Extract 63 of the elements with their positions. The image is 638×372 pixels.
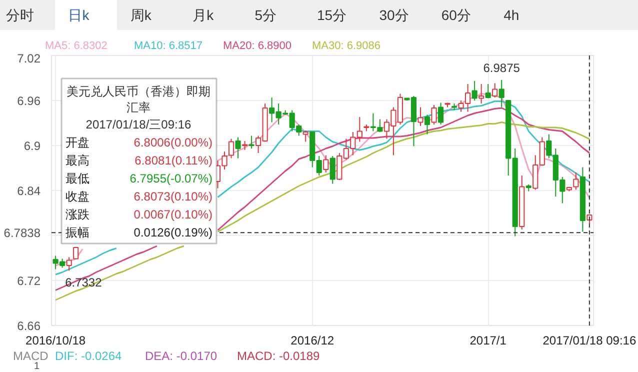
y-tick-label: 6.72 xyxy=(17,274,41,288)
annotation: 2017/01/18/三09:16 xyxy=(86,118,192,132)
candlestick xyxy=(431,104,437,125)
text: 1 xyxy=(34,361,40,372)
candlestick xyxy=(235,136,241,159)
y-tick-label: 6.66 xyxy=(17,319,41,333)
annotation: 6.8081(0.11%) xyxy=(134,154,213,168)
text: MA20: 6.8900 xyxy=(223,40,292,52)
candlestick xyxy=(478,84,484,104)
text: MA30: 6.9086 xyxy=(312,40,380,52)
candlestick xyxy=(302,130,308,142)
text: 周k xyxy=(130,7,152,23)
text: DEA: -0.0170 xyxy=(145,349,218,363)
annotation: 0.0126(0.19%) xyxy=(134,226,213,240)
text: 分时 xyxy=(6,7,34,23)
x-tick-label: 2016/10/18 xyxy=(26,334,86,348)
text: 4h xyxy=(504,7,520,23)
text: 月k xyxy=(192,7,214,23)
candlestick xyxy=(66,256,72,272)
text: MA5: 6.8302 xyxy=(45,40,108,52)
candlestick xyxy=(418,106,424,126)
text: 60分 xyxy=(441,7,471,23)
text: 30分 xyxy=(379,7,409,23)
y-tick-label: 7.02 xyxy=(17,52,41,66)
ref-line-label: 6.7838 xyxy=(4,226,41,240)
annotation: 0.0067(0.10%) xyxy=(134,208,213,222)
annotation: 美元兑人民币（香港）即期 xyxy=(66,84,210,98)
y-tick-label: 6.9 xyxy=(24,139,41,153)
annotation: 最高 xyxy=(66,154,90,168)
annotation: 最低 xyxy=(66,172,90,186)
text: MACD xyxy=(13,349,48,363)
text: DIF: -0.0264 xyxy=(55,349,122,363)
candlestick xyxy=(248,135,254,149)
candlestick xyxy=(485,84,491,99)
annotation: 涨跌 xyxy=(66,208,90,222)
candlestick xyxy=(472,80,478,101)
x-tick-label: 2017/1 xyxy=(470,334,507,348)
candlestick xyxy=(323,154,329,173)
x-tick-label: 2017/01/18 09:16 xyxy=(542,334,636,348)
text: 5分 xyxy=(254,7,277,23)
text: MA10: 6.8517 xyxy=(134,40,202,52)
annotation: 6.9875 xyxy=(483,60,520,75)
text: MACD: -0.0189 xyxy=(237,349,320,363)
annotation: 开盘 xyxy=(66,136,90,150)
annotation: 收盘 xyxy=(66,190,90,204)
text: 日k xyxy=(68,7,90,23)
candlestick xyxy=(228,138,234,159)
annotation: 6.7955(-0.07%) xyxy=(130,172,213,186)
candlestick xyxy=(498,79,504,108)
candlestick xyxy=(73,247,79,260)
annotation: 振幅 xyxy=(66,226,90,240)
text: 15分 xyxy=(317,7,347,23)
annotation: 6.8006(0.00%) xyxy=(134,136,213,150)
candlestick xyxy=(424,114,430,135)
candlestick xyxy=(573,172,579,190)
x-tick-label: 2016/12 xyxy=(290,334,334,348)
y-tick-label: 6.96 xyxy=(17,94,41,108)
y-tick-label: 6.84 xyxy=(17,184,41,198)
annotation: 6.8073(0.10%) xyxy=(134,190,213,204)
candlestick xyxy=(438,102,444,125)
annotation: 汇率 xyxy=(126,100,150,114)
candlestick xyxy=(492,82,498,98)
candlestick xyxy=(330,156,336,184)
